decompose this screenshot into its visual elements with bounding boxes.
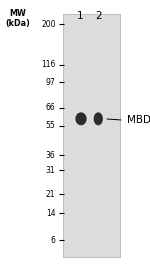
- Text: 31: 31: [46, 166, 56, 175]
- Text: MW
(kDa): MW (kDa): [6, 9, 30, 28]
- Ellipse shape: [75, 112, 87, 125]
- Text: 97: 97: [46, 78, 56, 87]
- Text: 2: 2: [96, 11, 102, 21]
- Text: 55: 55: [46, 121, 56, 130]
- Text: 1: 1: [77, 11, 84, 21]
- Text: 21: 21: [46, 190, 56, 199]
- Ellipse shape: [94, 112, 103, 125]
- Text: 116: 116: [41, 60, 56, 69]
- Text: 6: 6: [51, 236, 56, 245]
- Text: 36: 36: [46, 151, 56, 160]
- FancyBboxPatch shape: [63, 14, 120, 256]
- Text: 66: 66: [46, 103, 56, 113]
- Text: 14: 14: [46, 209, 56, 218]
- Text: 200: 200: [41, 20, 56, 29]
- Text: MBD1: MBD1: [127, 115, 150, 125]
